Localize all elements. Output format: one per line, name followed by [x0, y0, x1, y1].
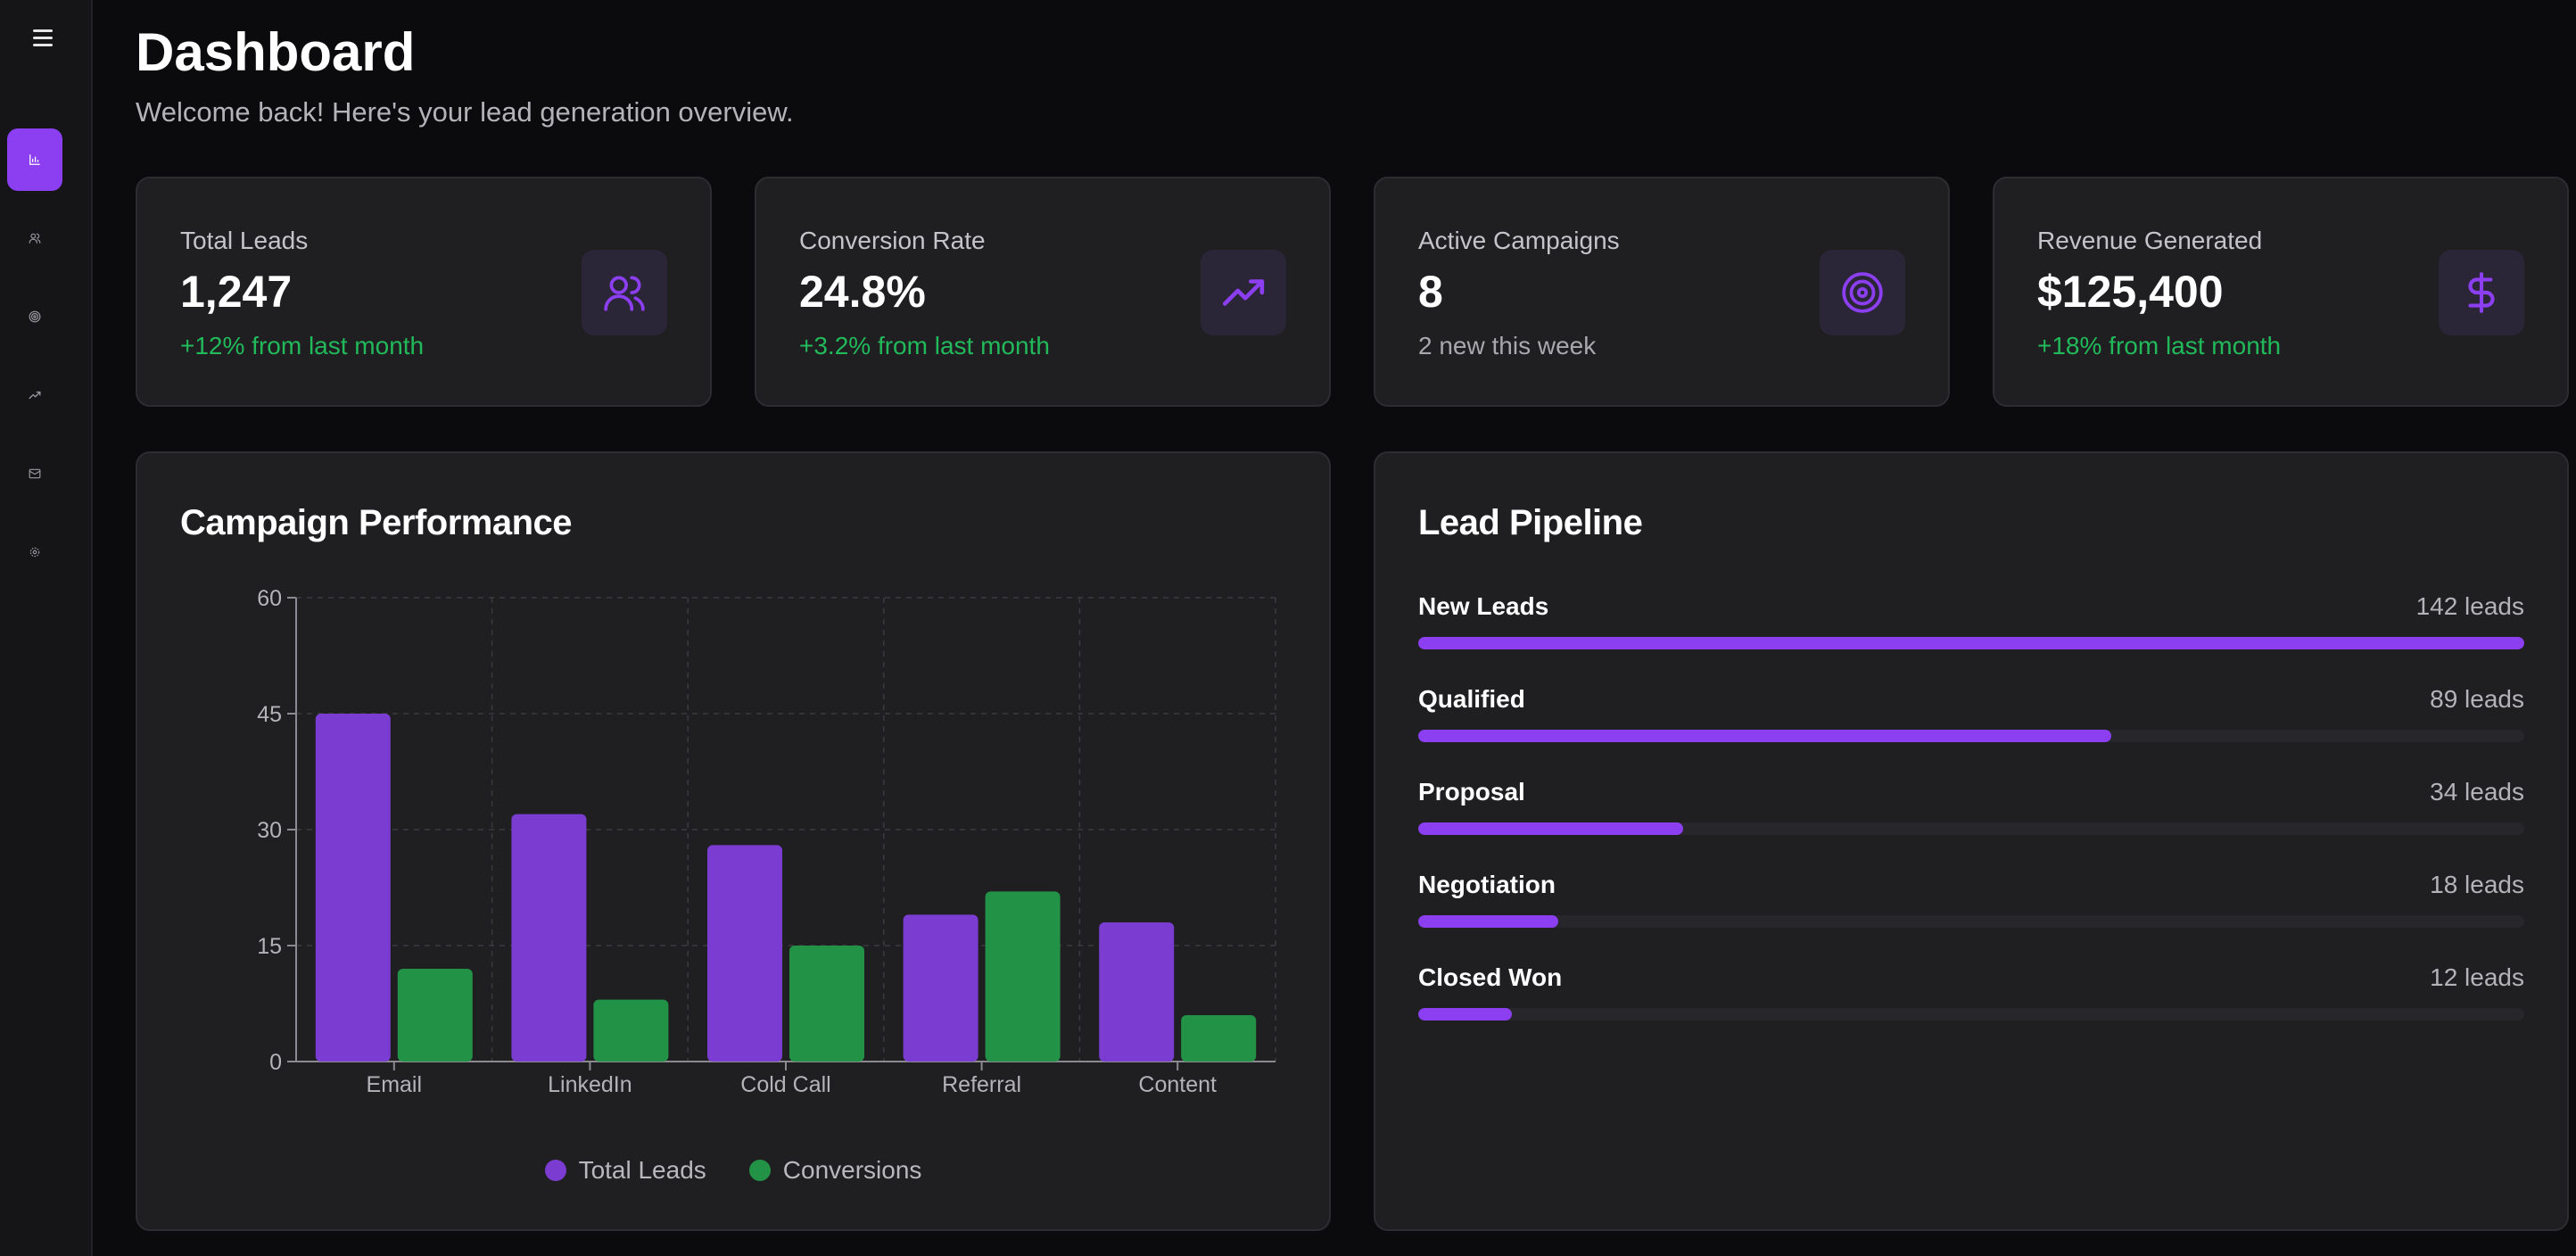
bar-conversions: [1181, 1015, 1257, 1062]
pipeline-stage-name: Closed Won: [1418, 963, 1563, 991]
legend-swatch: [544, 1160, 566, 1181]
bar-conversions: [789, 946, 864, 1062]
stat-value: $125,400: [2037, 267, 2224, 317]
x-tick-label: Referral: [942, 1072, 1021, 1097]
trending-up-icon: [1222, 279, 1265, 306]
pipeline-stage-name: New Leads: [1418, 592, 1549, 620]
page-subtitle: Welcome back! Here's your lead generatio…: [136, 96, 794, 128]
stat-icon-box: [1201, 250, 1286, 335]
pipeline-stage-name: Qualified: [1418, 685, 1525, 713]
pipeline-progress-fill: [1418, 915, 1559, 928]
stat-label: Revenue Generated: [2037, 227, 2263, 254]
pipeline-stage-count: 12 leads: [2430, 963, 2524, 991]
stat-label: Conversion Rate: [799, 227, 986, 254]
x-tick-label: Content: [1138, 1072, 1217, 1097]
sidebar: [0, 0, 93, 1256]
y-tick-label: 45: [257, 702, 282, 727]
pipeline-stage: New Leads 142 leads: [1418, 592, 2524, 664]
pipeline-stage-count: 18 leads: [2430, 871, 2524, 898]
pipeline-progress-track: [1418, 637, 2524, 649]
chart-legend: Total Leads Conversions: [137, 1156, 1329, 1185]
x-tick-label: Email: [367, 1072, 423, 1097]
bar-chart-icon: [29, 154, 40, 165]
pipeline-stage-count: 34 leads: [2430, 778, 2524, 806]
legend-label: Conversions: [782, 1156, 922, 1184]
stat-icon-box: [2439, 250, 2524, 335]
stat-icon-box: [582, 250, 667, 335]
page-title: Dashboard: [136, 22, 416, 82]
y-tick-label: 0: [269, 1050, 282, 1075]
stat-note: 2 new this week: [1418, 332, 1597, 359]
stat-value: 8: [1418, 267, 1443, 317]
stat-value: 1,247: [180, 267, 293, 317]
stat-card-active-campaigns: Active Campaigns 8 2 new this week: [1374, 177, 1950, 407]
stat-icon-box: [1820, 250, 1905, 335]
stat-card-conversion-rate: Conversion Rate 24.8% +3.2% from last mo…: [755, 177, 1331, 407]
y-tick-label: 60: [257, 586, 282, 611]
pipeline-progress-fill: [1418, 730, 2112, 742]
x-tick-label: Cold Call: [740, 1072, 830, 1097]
y-tick-label: 15: [257, 934, 282, 959]
nav-analytics[interactable]: [7, 364, 62, 426]
menu-icon[interactable]: [29, 23, 57, 52]
campaign-performance-panel: Campaign Performance 0 15 30 45 60 Email Linke…: [136, 451, 1331, 1231]
stat-card-revenue: Revenue Generated $125,400 +18% from las…: [1993, 177, 2569, 407]
pipeline-stage-name: Proposal: [1418, 778, 1525, 806]
pipeline-progress-track: [1418, 822, 2524, 835]
pipeline-progress-fill: [1418, 822, 1683, 835]
bar-conversions: [397, 969, 473, 1062]
bar-total-leads: [511, 814, 587, 1062]
x-tick-label: LinkedIn: [548, 1072, 632, 1097]
stat-note: +18% from last month: [2037, 332, 2282, 359]
bar-conversions: [985, 891, 1061, 1062]
mail-icon: [29, 468, 41, 479]
nav-messages[interactable]: [7, 442, 62, 505]
panel-title: Lead Pipeline: [1418, 503, 1643, 542]
users-icon: [29, 233, 41, 244]
pipeline-progress-track: [1418, 1008, 2524, 1020]
pipeline-stage: Closed Won 12 leads: [1418, 963, 2524, 1035]
main-content: Dashboard Welcome back! Here's your lead…: [93, 0, 2576, 1256]
stat-label: Active Campaigns: [1418, 227, 1620, 254]
pipeline-stage: Proposal 34 leads: [1418, 778, 2524, 849]
users-icon: [604, 276, 645, 311]
trending-up-icon: [29, 391, 41, 400]
bar-total-leads: [315, 714, 391, 1062]
pipeline-progress-fill: [1418, 1008, 1512, 1020]
nav-campaigns[interactable]: [7, 285, 62, 348]
y-tick-label: 30: [257, 818, 282, 843]
stat-value: 24.8%: [799, 267, 926, 317]
pipeline-progress-track: [1418, 730, 2524, 742]
gear-icon: [29, 547, 40, 558]
pipeline-progress-fill: [1418, 637, 2524, 649]
nav-leads[interactable]: [7, 207, 62, 269]
stat-note: +12% from last month: [180, 332, 425, 359]
target-icon: [1842, 272, 1883, 313]
bar-total-leads: [903, 914, 978, 1062]
nav-dashboard[interactable]: [7, 128, 62, 191]
bar-total-leads: [1099, 922, 1175, 1062]
pipeline-stage-count: 142 leads: [2415, 592, 2524, 620]
bar-total-leads: [707, 845, 782, 1062]
legend-item-conversions[interactable]: Conversions: [748, 1156, 922, 1185]
legend-label: Total Leads: [578, 1156, 706, 1184]
dollar-icon: [2468, 272, 2495, 313]
target-icon: [29, 310, 41, 323]
legend-swatch: [748, 1160, 771, 1181]
pipeline-progress-track: [1418, 915, 2524, 928]
pipeline-stage: Qualified 89 leads: [1418, 685, 2524, 756]
lead-pipeline-panel: Lead Pipeline New Leads 142 leads Qualifie…: [1374, 451, 2569, 1231]
nav-settings[interactable]: [7, 521, 62, 583]
pipeline-stage-name: Negotiation: [1418, 871, 1556, 898]
pipeline-stage-count: 89 leads: [2430, 685, 2524, 713]
pipeline-stage: Negotiation 18 leads: [1418, 871, 2524, 942]
bar-conversions: [593, 999, 669, 1062]
stat-label: Total Leads: [180, 227, 309, 254]
stat-note: +3.2% from last month: [799, 332, 1050, 359]
stat-card-total-leads: Total Leads 1,247 +12% from last month: [136, 177, 712, 407]
panel-title: Campaign Performance: [180, 503, 573, 542]
campaign-bar-chart: 0 15 30 45 60 Email LinkedIn Cold Call Referral C…: [257, 586, 1276, 1097]
legend-item-total-leads[interactable]: Total Leads: [544, 1156, 706, 1185]
